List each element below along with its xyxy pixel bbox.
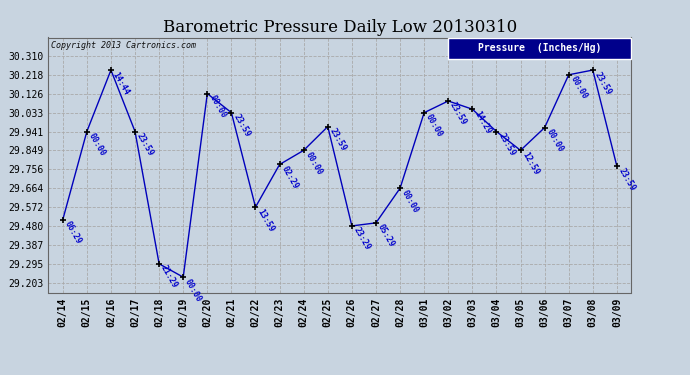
- Text: 00:00: 00:00: [304, 150, 324, 177]
- Text: 06:29: 06:29: [63, 220, 83, 246]
- Text: 23:59: 23:59: [617, 166, 637, 192]
- Text: Copyright 2013 Cartronics.com: Copyright 2013 Cartronics.com: [51, 41, 196, 50]
- Text: 14:29: 14:29: [473, 109, 493, 135]
- Title: Barometric Pressure Daily Low 20130310: Barometric Pressure Daily Low 20130310: [163, 19, 517, 36]
- Text: 13:59: 13:59: [255, 207, 276, 233]
- Text: 21:29: 21:29: [159, 264, 179, 290]
- Text: 23:59: 23:59: [328, 127, 348, 153]
- Text: 23:59: 23:59: [231, 112, 252, 139]
- Text: 02:29: 02:29: [279, 165, 300, 190]
- FancyBboxPatch shape: [448, 38, 631, 59]
- Text: 23:59: 23:59: [593, 70, 613, 96]
- Text: 14:44: 14:44: [111, 70, 131, 96]
- Text: 23:59: 23:59: [135, 132, 155, 158]
- Text: Pressure  (Inches/Hg): Pressure (Inches/Hg): [478, 44, 601, 53]
- Text: 23:59: 23:59: [496, 132, 517, 158]
- Text: 00:00: 00:00: [424, 112, 444, 139]
- Text: 00:00: 00:00: [544, 128, 565, 154]
- Text: 23:59: 23:59: [448, 101, 469, 127]
- Text: 00:00: 00:00: [87, 132, 107, 158]
- Text: 00:00: 00:00: [400, 188, 420, 214]
- Text: 12:59: 12:59: [520, 150, 541, 177]
- Text: 00:00: 00:00: [207, 94, 228, 120]
- Text: 23:29: 23:29: [352, 226, 372, 252]
- Text: 00:00: 00:00: [569, 75, 589, 101]
- Text: 05:29: 05:29: [376, 223, 396, 249]
- Text: 00:00: 00:00: [184, 277, 204, 303]
